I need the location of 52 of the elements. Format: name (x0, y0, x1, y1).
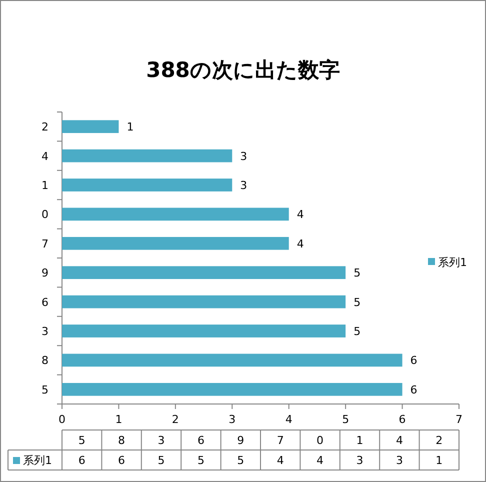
category: 5 (42, 383, 48, 396)
tick: 4 (285, 413, 292, 426)
category: 4 (42, 150, 48, 163)
legend: 系列1 (428, 256, 467, 269)
table-category: 1 (356, 434, 364, 447)
title: 388の次に出た数字 (146, 58, 340, 82)
category: 6 (42, 296, 48, 309)
table-category: 6 (197, 434, 204, 447)
table-category: 2 (436, 434, 443, 447)
data-label: 6 (410, 383, 418, 396)
legend-label: 系列1 (438, 256, 467, 269)
category: 0 (42, 208, 48, 222)
table-category: 3 (158, 434, 165, 447)
data-label: 3 (240, 179, 248, 192)
table-value: 4 (276, 454, 284, 467)
category: 3 (42, 325, 48, 338)
category: 7 (42, 237, 48, 250)
table-value: 6 (78, 454, 86, 467)
table-value: 4 (316, 454, 324, 467)
tick: 0 (58, 413, 66, 426)
tick: 6 (398, 413, 406, 426)
table-value: 5 (237, 454, 244, 467)
table-value: 5 (158, 454, 165, 467)
table-category: 7 (276, 434, 284, 447)
table-value: 5 (197, 454, 204, 467)
data-label: 5 (354, 266, 361, 280)
tick: 2 (172, 413, 179, 426)
data-label: 1 (126, 120, 134, 134)
table-value: 6 (118, 454, 126, 467)
table-value: 3 (356, 454, 364, 467)
table-category: 4 (396, 434, 403, 447)
category: 8 (42, 354, 48, 368)
data-label: 5 (354, 325, 361, 338)
category: 1 (42, 179, 48, 192)
category: 2 (42, 120, 48, 134)
tick: 5 (342, 413, 350, 426)
table-category: 5 (78, 434, 86, 447)
table-value: 1 (436, 454, 443, 467)
data-label: 6 (410, 354, 418, 368)
data-label: 4 (296, 237, 304, 250)
table-series-name: 系列1 (23, 454, 52, 467)
data-label: 4 (296, 208, 304, 222)
table-category: 8 (118, 434, 126, 447)
table-category: 0 (316, 434, 324, 447)
category: 9 (42, 266, 48, 280)
table-category: 9 (237, 434, 244, 447)
tick: 1 (115, 413, 122, 426)
table-value: 3 (396, 454, 403, 467)
tick: 3 (228, 413, 236, 426)
data-label: 3 (240, 150, 248, 163)
tick: 7 (456, 413, 462, 426)
data-label: 5 (354, 296, 361, 309)
